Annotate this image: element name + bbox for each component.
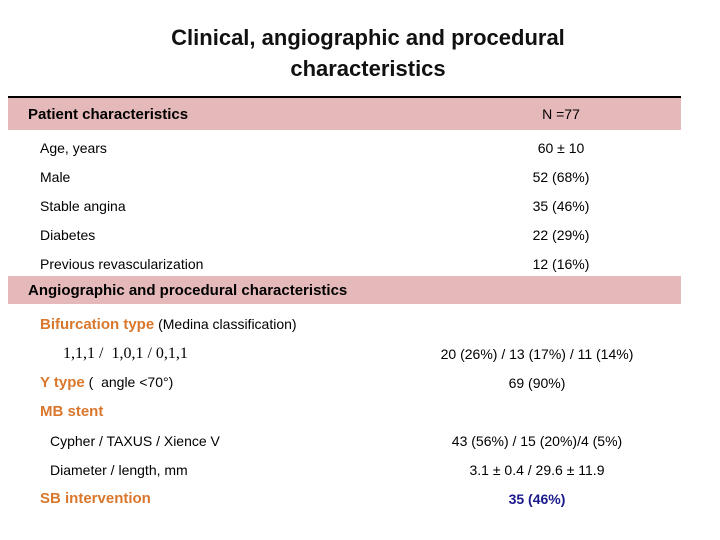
row-value: 35 (46%): [532, 197, 590, 214]
row-label-accent: MB stent: [40, 403, 104, 420]
table-row: SB intervention 35 (46%): [8, 484, 681, 513]
angio-section-rows: Bifurcation type (Medina classification)…: [8, 304, 681, 513]
row-value: 3.1 ± 0.4 / 29.6 ± 11.9: [469, 461, 605, 478]
row-value: 52 (68%): [532, 168, 590, 185]
table-row: Stable angina 35 (46%): [8, 191, 681, 220]
patient-section-header-band: Patient characteristics N =77: [8, 98, 681, 130]
row-label: Previous revascularization: [40, 255, 204, 272]
n-count-label: N =77: [542, 106, 580, 122]
row-label: Y type ( angle <70°): [8, 374, 173, 391]
row-value: 69 (90%): [508, 374, 566, 391]
table-row: Cypher / TAXUS / Xience V 43 (56%) / 15 …: [8, 426, 681, 455]
slide-title-line2: characteristics: [290, 56, 446, 81]
row-label: Bifurcation type (Medina classification): [8, 316, 297, 333]
slide-title: Clinical, angiographic and procedural ch…: [0, 22, 720, 84]
table-row: Previous revascularization 12 (16%): [8, 249, 681, 278]
row-label: Male: [40, 168, 71, 185]
table-row: Diameter / length, mm 3.1 ± 0.4 / 29.6 ±…: [8, 455, 681, 484]
row-value: 20 (26%) / 13 (17%) / 11 (14%): [440, 345, 634, 362]
row-label: Stable angina: [40, 197, 126, 214]
slide-title-line1: Clinical, angiographic and procedural: [171, 25, 565, 50]
table-row: MB stent: [8, 397, 681, 426]
row-value-highlighted: 35 (46%): [508, 490, 566, 507]
row-label: Diabetes: [40, 226, 96, 243]
row-label-rest: (Medina classification): [154, 316, 297, 332]
row-label-rest: ( angle <70°): [84, 374, 174, 390]
row-label-accent: SB intervention: [40, 490, 151, 507]
table-row: Y type ( angle <70°) 69 (90%): [8, 368, 681, 397]
row-value: 22 (29%): [532, 226, 590, 243]
row-label: 1,1,1 / 1,0,1 / 0,1,1: [63, 344, 188, 362]
row-label: Diameter / length, mm: [50, 461, 188, 478]
table-row: Age, years 60 ± 10: [8, 133, 681, 162]
row-value: 60 ± 10: [537, 139, 585, 156]
angio-section-header-band: Angiographic and procedural characterist…: [8, 276, 681, 304]
top-rule: [8, 96, 681, 98]
table-row: Diabetes 22 (29%): [8, 220, 681, 249]
row-label: Age, years: [40, 139, 107, 156]
row-value: 43 (56%) / 15 (20%)/4 (5%): [451, 432, 623, 449]
patient-section-rows: Age, years 60 ± 10 Male 52 (68%) Stable …: [8, 130, 681, 278]
angio-section-header: Angiographic and procedural characterist…: [28, 281, 348, 299]
row-value: 12 (16%): [532, 255, 590, 272]
table-row: Bifurcation type (Medina classification): [8, 310, 681, 339]
row-label-accent: Y type: [40, 374, 85, 391]
table-row: 1,1,1 / 1,0,1 / 0,1,1 20 (26%) / 13 (17%…: [8, 339, 681, 368]
patient-section-header: Patient characteristics: [28, 105, 189, 123]
row-label: MB stent: [8, 403, 103, 420]
row-label: SB intervention: [8, 490, 151, 507]
table-row: Male 52 (68%): [8, 162, 681, 191]
row-label: Cypher / TAXUS / Xience V: [50, 432, 220, 449]
row-label-accent: Bifurcation type: [40, 316, 155, 333]
